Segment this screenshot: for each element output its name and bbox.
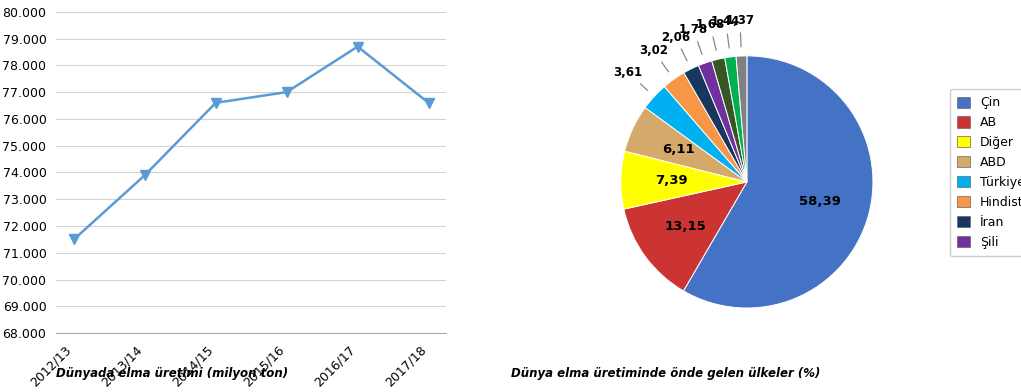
Text: 3,02: 3,02 xyxy=(639,44,669,72)
Text: 1,68: 1,68 xyxy=(695,18,725,50)
Wedge shape xyxy=(625,107,747,182)
Wedge shape xyxy=(736,56,747,182)
Text: 6,11: 6,11 xyxy=(662,143,694,156)
Text: 1,44: 1,44 xyxy=(712,15,740,48)
Text: 58,39: 58,39 xyxy=(799,195,841,208)
Wedge shape xyxy=(624,182,747,291)
Wedge shape xyxy=(621,151,747,209)
Text: 3,61: 3,61 xyxy=(614,66,647,91)
Wedge shape xyxy=(698,61,747,182)
Wedge shape xyxy=(684,65,747,182)
Legend: Çin, AB, Diğer, ABD, Türkiye, Hindistan, İran, Şili: Çin, AB, Diğer, ABD, Türkiye, Hindistan,… xyxy=(950,89,1021,256)
Text: 1,78: 1,78 xyxy=(679,23,708,54)
Text: 13,15: 13,15 xyxy=(665,220,707,233)
Text: 2,06: 2,06 xyxy=(661,31,690,61)
Text: Dünyada elma üretimi (milyon ton): Dünyada elma üretimi (milyon ton) xyxy=(56,367,288,380)
Text: 7,39: 7,39 xyxy=(654,174,687,187)
Text: 1,37: 1,37 xyxy=(726,14,755,47)
Wedge shape xyxy=(683,56,873,308)
Text: Dünya elma üretiminde önde gelen ülkeler (%): Dünya elma üretiminde önde gelen ülkeler… xyxy=(510,367,820,380)
Wedge shape xyxy=(665,73,747,182)
Wedge shape xyxy=(712,58,747,182)
Wedge shape xyxy=(645,87,747,182)
Wedge shape xyxy=(725,56,747,182)
